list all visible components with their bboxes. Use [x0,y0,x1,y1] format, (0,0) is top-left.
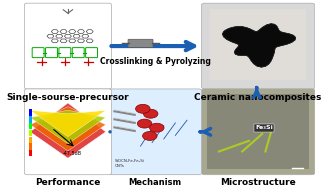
FancyBboxPatch shape [207,94,309,169]
Text: Performance: Performance [35,178,101,187]
Polygon shape [30,110,106,137]
Text: Mechanism: Mechanism [128,178,182,187]
Text: SiOCN,Fe,Fe₃Si
CNTs: SiOCN,Fe,Fe₃Si CNTs [115,159,145,168]
Circle shape [136,104,150,113]
Text: Fe₃Si: Fe₃Si [255,125,273,130]
Bar [29,143,32,150]
Text: -47.5dB: -47.5dB [62,151,82,156]
Circle shape [144,109,158,118]
Polygon shape [222,24,296,67]
FancyBboxPatch shape [202,89,315,175]
Bar [29,123,32,129]
Circle shape [137,119,152,128]
Bar [29,130,32,136]
Polygon shape [30,110,106,144]
Text: Single-sourse-precursor: Single-sourse-precursor [7,92,129,101]
FancyBboxPatch shape [128,39,153,47]
Polygon shape [222,24,296,67]
Bar [29,137,32,143]
Text: Ceramic nanocomposites: Ceramic nanocomposites [194,92,322,101]
Circle shape [149,123,164,132]
Circle shape [143,132,157,140]
FancyBboxPatch shape [24,89,112,175]
Bar [29,150,32,156]
FancyBboxPatch shape [24,3,112,89]
Text: Crosslinking & Pyrolyzing: Crosslinking & Pyrolyzing [100,57,211,66]
Text: Microstructure: Microstructure [220,178,296,187]
FancyBboxPatch shape [210,9,306,80]
Polygon shape [30,107,106,151]
FancyBboxPatch shape [109,89,202,175]
Polygon shape [30,103,106,158]
Bar [29,109,32,116]
Bar [29,116,32,122]
FancyBboxPatch shape [202,3,315,89]
